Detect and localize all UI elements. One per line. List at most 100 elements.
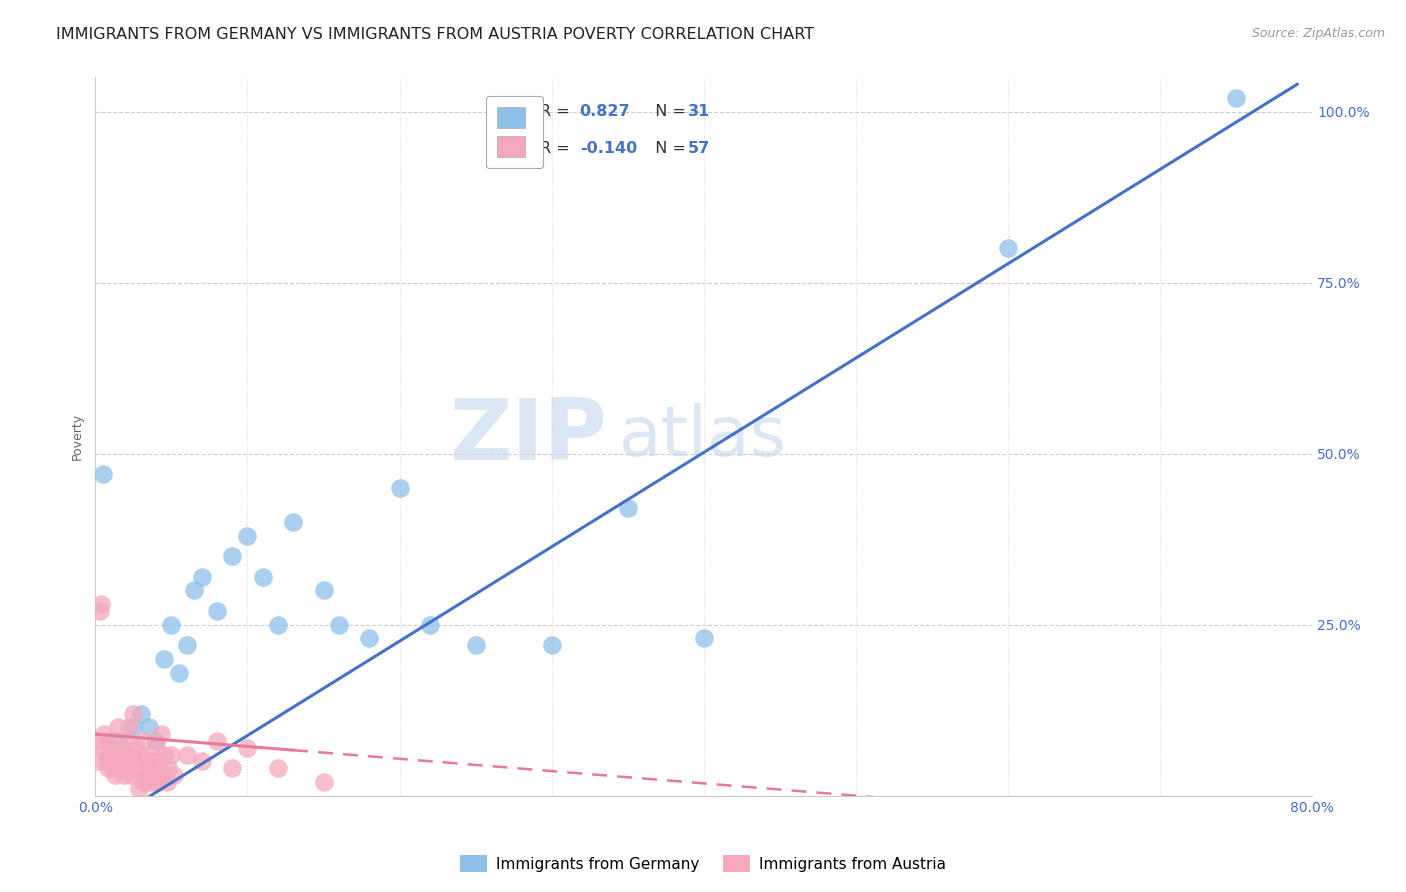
Point xyxy=(105,755,128,769)
Point xyxy=(129,747,152,762)
Point xyxy=(96,761,118,775)
Point xyxy=(104,768,127,782)
Point xyxy=(191,570,214,584)
Point xyxy=(183,583,205,598)
Point xyxy=(135,775,157,789)
Text: N =: N = xyxy=(645,104,692,119)
Point xyxy=(312,775,335,789)
Point xyxy=(111,747,134,762)
Point xyxy=(145,734,167,748)
Point xyxy=(149,727,172,741)
Point xyxy=(540,638,562,652)
Point xyxy=(112,768,135,782)
Point xyxy=(125,740,148,755)
Point xyxy=(997,242,1019,256)
Point xyxy=(124,761,146,775)
Point xyxy=(221,549,243,564)
Point xyxy=(167,665,190,680)
Point xyxy=(143,768,166,782)
Point xyxy=(127,761,149,775)
Point xyxy=(118,720,141,734)
Point xyxy=(163,768,186,782)
Point xyxy=(93,727,115,741)
Point xyxy=(236,529,259,543)
Text: IMMIGRANTS FROM GERMANY VS IMMIGRANTS FROM AUSTRIA POVERTY CORRELATION CHART: IMMIGRANTS FROM GERMANY VS IMMIGRANTS FR… xyxy=(56,27,814,42)
Point xyxy=(252,570,274,584)
Point xyxy=(145,740,167,755)
Point xyxy=(122,720,145,734)
Point xyxy=(153,747,176,762)
Point xyxy=(328,617,350,632)
Point xyxy=(419,617,441,632)
Point xyxy=(89,604,111,618)
Text: 57: 57 xyxy=(688,141,710,155)
Point xyxy=(160,617,183,632)
Point xyxy=(98,747,121,762)
Point xyxy=(141,775,163,789)
Point xyxy=(91,467,114,482)
Point xyxy=(122,706,145,721)
Point xyxy=(142,755,165,769)
Point xyxy=(103,747,125,762)
Point xyxy=(191,755,214,769)
Point xyxy=(107,720,129,734)
Text: R =: R = xyxy=(540,104,575,119)
Point xyxy=(138,768,160,782)
Text: atlas: atlas xyxy=(619,403,786,470)
Point xyxy=(87,734,110,748)
Point xyxy=(155,768,177,782)
Point xyxy=(136,755,159,769)
Legend: Immigrants from Germany, Immigrants from Austria: Immigrants from Germany, Immigrants from… xyxy=(453,847,953,880)
Point xyxy=(108,740,131,755)
Text: 31: 31 xyxy=(688,104,710,119)
Legend: , : , xyxy=(486,95,543,168)
Point xyxy=(312,583,335,598)
Point xyxy=(1225,91,1247,105)
Point xyxy=(267,761,290,775)
Point xyxy=(120,768,142,782)
Point xyxy=(117,755,139,769)
Point xyxy=(148,761,170,775)
Point xyxy=(359,632,381,646)
Text: 0.827: 0.827 xyxy=(579,104,630,119)
Point xyxy=(156,775,179,789)
Point xyxy=(139,761,162,775)
Point xyxy=(129,706,152,721)
Y-axis label: Poverty: Poverty xyxy=(72,413,84,460)
Point xyxy=(236,740,259,755)
Point xyxy=(114,755,136,769)
Point xyxy=(176,747,198,762)
Point xyxy=(100,734,122,748)
Point xyxy=(176,638,198,652)
Point xyxy=(110,761,132,775)
Point xyxy=(221,761,243,775)
Text: ZIP: ZIP xyxy=(449,395,606,478)
Point xyxy=(464,638,486,652)
Point xyxy=(693,632,716,646)
Point xyxy=(267,617,290,632)
Point xyxy=(101,761,124,775)
Point xyxy=(205,734,228,748)
Point xyxy=(107,734,129,748)
Point xyxy=(131,775,153,789)
Point xyxy=(157,761,180,775)
Point xyxy=(146,775,169,789)
Point xyxy=(150,768,173,782)
Point xyxy=(94,755,117,769)
Point xyxy=(114,734,136,748)
Text: R =: R = xyxy=(540,141,575,155)
Point xyxy=(91,740,114,755)
Point xyxy=(90,597,112,611)
Point xyxy=(121,747,143,762)
Point xyxy=(86,755,108,769)
Point xyxy=(128,781,150,796)
Point xyxy=(153,652,176,666)
Text: -0.140: -0.140 xyxy=(579,141,637,155)
Point xyxy=(388,481,411,495)
Point xyxy=(617,501,640,516)
Point xyxy=(138,720,160,734)
Point xyxy=(281,515,304,529)
Text: N =: N = xyxy=(645,141,692,155)
Point xyxy=(205,604,228,618)
Text: Source: ZipAtlas.com: Source: ZipAtlas.com xyxy=(1251,27,1385,40)
